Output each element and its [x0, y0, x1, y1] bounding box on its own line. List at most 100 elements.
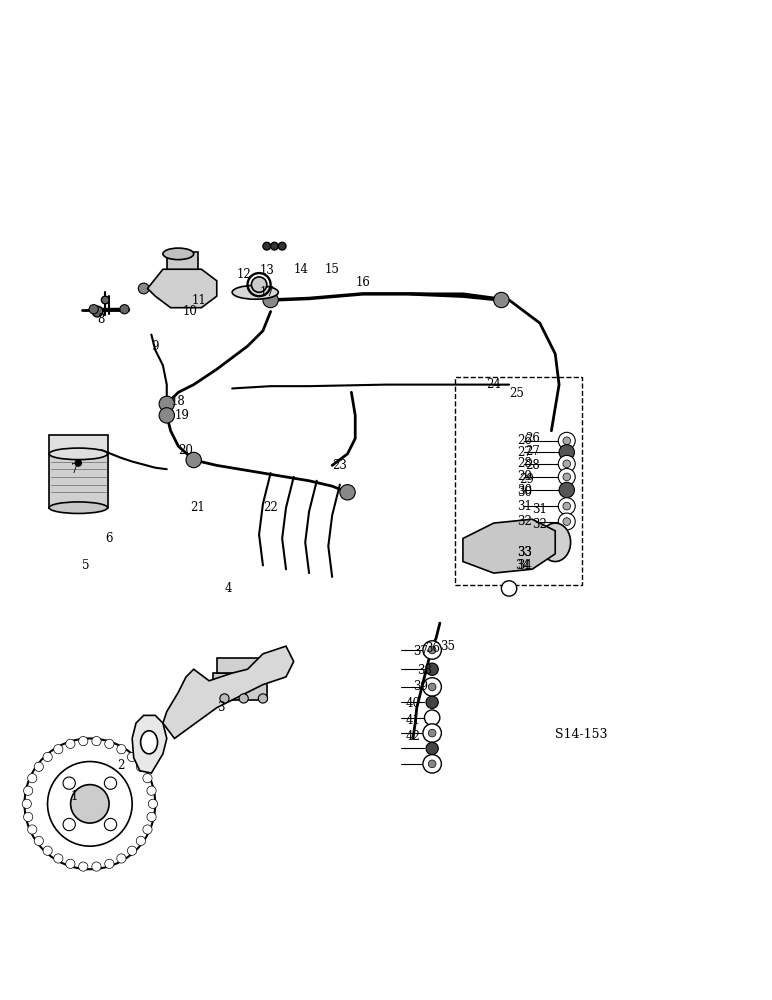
Circle shape [127, 752, 137, 762]
Text: 4: 4 [225, 582, 232, 595]
Text: 17: 17 [259, 286, 274, 299]
Circle shape [558, 513, 575, 530]
Text: 6: 6 [105, 532, 113, 545]
Polygon shape [49, 454, 107, 508]
Circle shape [423, 678, 442, 696]
Text: 15: 15 [325, 263, 340, 276]
Circle shape [150, 283, 161, 294]
Text: 29: 29 [517, 470, 532, 483]
FancyBboxPatch shape [167, 252, 198, 273]
Circle shape [66, 859, 75, 868]
Circle shape [143, 825, 152, 834]
Text: 27: 27 [517, 446, 532, 459]
Text: 21: 21 [190, 501, 205, 514]
Circle shape [79, 736, 88, 746]
Circle shape [92, 306, 103, 317]
Text: 23: 23 [333, 459, 347, 472]
Text: 42: 42 [405, 730, 421, 743]
Circle shape [426, 696, 438, 708]
Text: 10: 10 [182, 305, 198, 318]
Text: 30: 30 [517, 486, 532, 499]
Text: 33: 33 [517, 546, 532, 559]
Ellipse shape [220, 694, 229, 703]
Text: 13: 13 [259, 264, 274, 277]
Circle shape [340, 485, 355, 500]
Circle shape [34, 836, 43, 846]
Circle shape [501, 581, 516, 596]
Text: 36: 36 [425, 642, 439, 655]
Circle shape [22, 799, 32, 808]
Circle shape [263, 242, 271, 250]
Circle shape [137, 836, 145, 846]
Circle shape [426, 663, 438, 675]
Circle shape [54, 854, 63, 863]
Circle shape [54, 745, 63, 754]
Text: 24: 24 [486, 378, 501, 391]
FancyBboxPatch shape [217, 658, 263, 673]
Circle shape [28, 825, 37, 834]
Ellipse shape [141, 731, 157, 754]
Text: 28: 28 [517, 457, 532, 470]
Ellipse shape [49, 502, 107, 513]
Circle shape [63, 818, 76, 831]
Text: 11: 11 [191, 294, 206, 307]
Text: 38: 38 [417, 664, 432, 677]
FancyBboxPatch shape [213, 673, 267, 700]
Circle shape [279, 242, 286, 250]
Text: 2: 2 [117, 759, 124, 772]
Circle shape [23, 786, 32, 795]
Ellipse shape [232, 285, 279, 299]
Text: 27: 27 [525, 445, 540, 458]
Circle shape [558, 468, 575, 485]
Circle shape [92, 862, 101, 871]
Text: 3: 3 [217, 701, 225, 714]
Text: 16: 16 [355, 276, 371, 289]
Circle shape [159, 408, 174, 423]
Circle shape [43, 752, 52, 762]
Text: 34: 34 [517, 559, 532, 572]
Text: 35: 35 [440, 640, 455, 653]
Polygon shape [463, 519, 555, 573]
Text: 33: 33 [517, 546, 532, 559]
Text: 8: 8 [98, 313, 105, 326]
FancyBboxPatch shape [49, 435, 107, 454]
Text: 39: 39 [413, 680, 428, 693]
Circle shape [426, 742, 438, 755]
Text: 41: 41 [405, 714, 421, 727]
Text: 20: 20 [178, 444, 194, 457]
Text: 5: 5 [83, 559, 90, 572]
Circle shape [423, 755, 442, 773]
Circle shape [104, 777, 117, 789]
Text: 7: 7 [71, 463, 78, 476]
Circle shape [563, 460, 571, 468]
Circle shape [428, 646, 436, 654]
Ellipse shape [239, 694, 249, 703]
Text: 31: 31 [533, 503, 547, 516]
Circle shape [558, 432, 575, 449]
Circle shape [147, 786, 156, 795]
Circle shape [105, 739, 114, 748]
Circle shape [137, 762, 145, 771]
Ellipse shape [259, 694, 268, 703]
Circle shape [105, 859, 114, 868]
Ellipse shape [163, 248, 194, 260]
Circle shape [34, 762, 43, 771]
Text: 40: 40 [405, 697, 421, 710]
Circle shape [117, 745, 126, 754]
Circle shape [563, 518, 571, 525]
Circle shape [120, 305, 129, 314]
Text: 34: 34 [516, 559, 530, 572]
Circle shape [101, 296, 109, 304]
Circle shape [104, 818, 117, 831]
Circle shape [92, 736, 101, 746]
Circle shape [428, 683, 436, 691]
Circle shape [143, 774, 152, 783]
Text: 25: 25 [510, 387, 524, 400]
Circle shape [271, 242, 279, 250]
Circle shape [558, 498, 575, 515]
Ellipse shape [49, 448, 107, 460]
Circle shape [70, 785, 109, 823]
Circle shape [43, 846, 52, 855]
Text: 31: 31 [517, 500, 532, 513]
Circle shape [423, 724, 442, 742]
